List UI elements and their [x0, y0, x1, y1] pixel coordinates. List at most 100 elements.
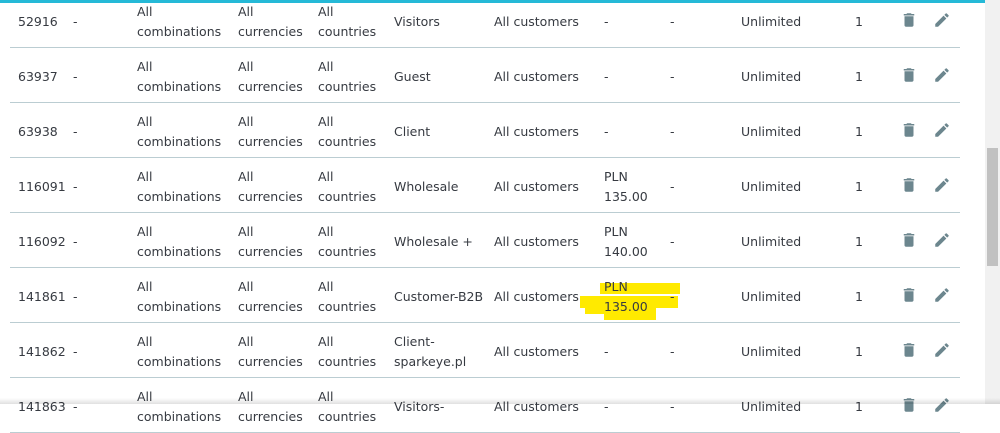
- combination-cell: All combinations: [137, 387, 221, 427]
- combination-cell-line: All: [137, 114, 153, 129]
- from-quantity-cell: 1: [855, 289, 863, 304]
- country-cell-line: All: [318, 279, 334, 294]
- highlight-mark: [604, 308, 656, 320]
- table-row: 116091- All combinations All currencies All co…: [10, 158, 960, 213]
- table-row: 63937- All combinations All currencies All cou…: [10, 48, 960, 103]
- attribute-cell: -: [73, 179, 78, 194]
- customer-cell: All customers: [494, 234, 579, 249]
- group-cell-line: Client-: [394, 334, 435, 349]
- country-cell: All countries: [318, 57, 376, 97]
- table-row: 141863- All combinations All currencies All co…: [10, 378, 960, 433]
- price-cell-line: -: [604, 69, 609, 84]
- customer-cell: All customers: [494, 14, 579, 29]
- currency-cell-line: All: [238, 4, 254, 19]
- table-row: 141862- All combinations All currencies All co…: [10, 323, 960, 378]
- attribute-cell: -: [73, 344, 78, 359]
- period-cell: Unlimited: [741, 179, 802, 194]
- trash-icon[interactable]: [900, 176, 918, 194]
- id-cell: 52916: [18, 14, 58, 29]
- group-cell: Visitors: [394, 12, 440, 32]
- customer-cell: All customers: [494, 344, 579, 359]
- id-cell: 63938: [18, 124, 58, 139]
- period-cell: Unlimited: [741, 234, 802, 249]
- impact-cell: -: [670, 179, 675, 194]
- trash-icon[interactable]: [900, 341, 918, 359]
- group-cell: Wholesale +: [394, 232, 473, 252]
- group-cell-line: Client: [394, 124, 431, 139]
- group-cell-line: Visitors: [394, 14, 440, 29]
- country-cell-line: countries: [318, 79, 377, 94]
- id-cell: 141861: [18, 289, 66, 304]
- currency-cell: All currencies: [238, 112, 303, 152]
- price-cell-line: 135.00: [604, 189, 648, 204]
- price-cell-line: PLN: [604, 169, 628, 184]
- combination-cell-line: All: [137, 224, 153, 239]
- group-cell: Wholesale: [394, 177, 458, 197]
- country-cell: All countries: [318, 387, 376, 427]
- price-cell: PLN 135.00: [604, 277, 648, 317]
- combination-cell: All combinations: [137, 277, 221, 317]
- period-cell: Unlimited: [741, 69, 802, 84]
- period-cell: Unlimited: [741, 289, 802, 304]
- price-cell: -: [604, 342, 609, 362]
- from-quantity-cell: 1: [855, 344, 863, 359]
- pencil-icon[interactable]: [933, 11, 951, 29]
- impact-cell: -: [670, 124, 675, 139]
- country-cell-line: countries: [318, 24, 377, 39]
- from-quantity-cell: 1: [855, 69, 863, 84]
- trash-icon[interactable]: [900, 11, 918, 29]
- trash-icon[interactable]: [900, 286, 918, 304]
- from-quantity-cell: 1: [855, 124, 863, 139]
- combination-cell: All combinations: [137, 57, 221, 97]
- currency-cell: All currencies: [238, 222, 303, 262]
- group-cell-line: Wholesale: [394, 179, 459, 194]
- price-cell-line: -: [604, 14, 609, 29]
- currency-cell-line: All: [238, 114, 254, 129]
- trash-icon[interactable]: [900, 231, 918, 249]
- pencil-icon[interactable]: [933, 66, 951, 84]
- country-cell: All countries: [318, 167, 376, 207]
- impact-cell: -: [670, 289, 675, 304]
- table-row: 116092- All combinations All currencies All co…: [10, 213, 960, 268]
- customer-cell: All customers: [494, 289, 579, 304]
- attribute-cell: -: [73, 14, 78, 29]
- trash-icon[interactable]: [900, 66, 918, 84]
- pencil-icon[interactable]: [933, 341, 951, 359]
- highlight-mark: [600, 283, 680, 294]
- group-cell: Client-sparkeye.pl: [394, 332, 466, 372]
- country-cell: All countries: [318, 277, 376, 317]
- currency-cell-line: All: [238, 334, 254, 349]
- currency-cell: All currencies: [238, 332, 303, 372]
- trash-icon[interactable]: [900, 121, 918, 139]
- country-cell-line: All: [318, 334, 334, 349]
- pencil-icon[interactable]: [933, 176, 951, 194]
- top-accent-bar: [0, 0, 985, 3]
- combination-cell-line: combinations: [137, 409, 222, 424]
- country-cell-line: All: [318, 169, 334, 184]
- currency-cell-line: currencies: [238, 244, 303, 259]
- pencil-icon[interactable]: [933, 286, 951, 304]
- scrollbar[interactable]: [985, 0, 1000, 404]
- country-cell-line: countries: [318, 244, 377, 259]
- period-cell: Unlimited: [741, 14, 802, 29]
- combination-cell: All combinations: [137, 167, 221, 207]
- specific-prices-table: 52916- All combinations All currencies All cou…: [10, 4, 960, 433]
- pencil-icon[interactable]: [933, 121, 951, 139]
- pencil-icon[interactable]: [933, 231, 951, 249]
- price-cell-line: -: [604, 344, 609, 359]
- id-cell: 63937: [18, 69, 58, 84]
- scrollbar-thumb[interactable]: [987, 148, 998, 266]
- country-cell-line: All: [318, 4, 334, 19]
- combination-cell-line: All: [137, 169, 153, 184]
- bottom-shadow: [0, 398, 1000, 404]
- combination-cell-line: combinations: [137, 354, 222, 369]
- combination-cell-line: All: [137, 334, 153, 349]
- currency-cell-line: currencies: [238, 354, 303, 369]
- currency-cell-line: All: [238, 169, 254, 184]
- impact-cell: -: [670, 14, 675, 29]
- group-cell: Customer-B2B: [394, 287, 483, 307]
- price-cell-line: -: [604, 124, 609, 139]
- group-cell: Client: [394, 122, 430, 142]
- id-cell: 116091: [18, 179, 66, 194]
- currency-cell-line: currencies: [238, 189, 303, 204]
